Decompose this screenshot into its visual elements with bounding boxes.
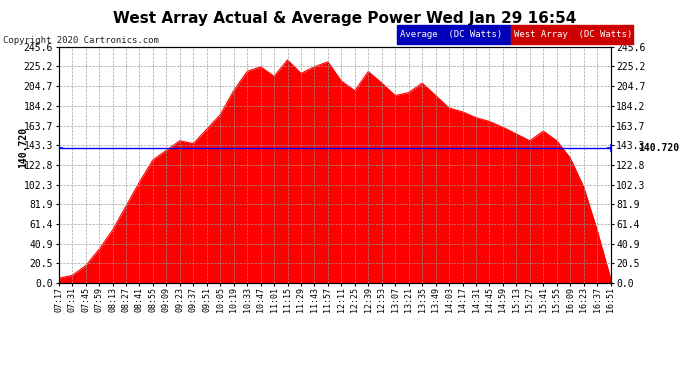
Text: 140.720: 140.720	[19, 127, 28, 168]
Text: West Array  (DC Watts): West Array (DC Watts)	[514, 30, 632, 39]
Text: Copyright 2020 Cartronics.com: Copyright 2020 Cartronics.com	[3, 36, 159, 45]
Text: 140.720: 140.720	[638, 143, 680, 153]
Text: Average  (DC Watts): Average (DC Watts)	[400, 30, 502, 39]
Text: West Array Actual & Average Power Wed Jan 29 16:54: West Array Actual & Average Power Wed Ja…	[113, 11, 577, 26]
